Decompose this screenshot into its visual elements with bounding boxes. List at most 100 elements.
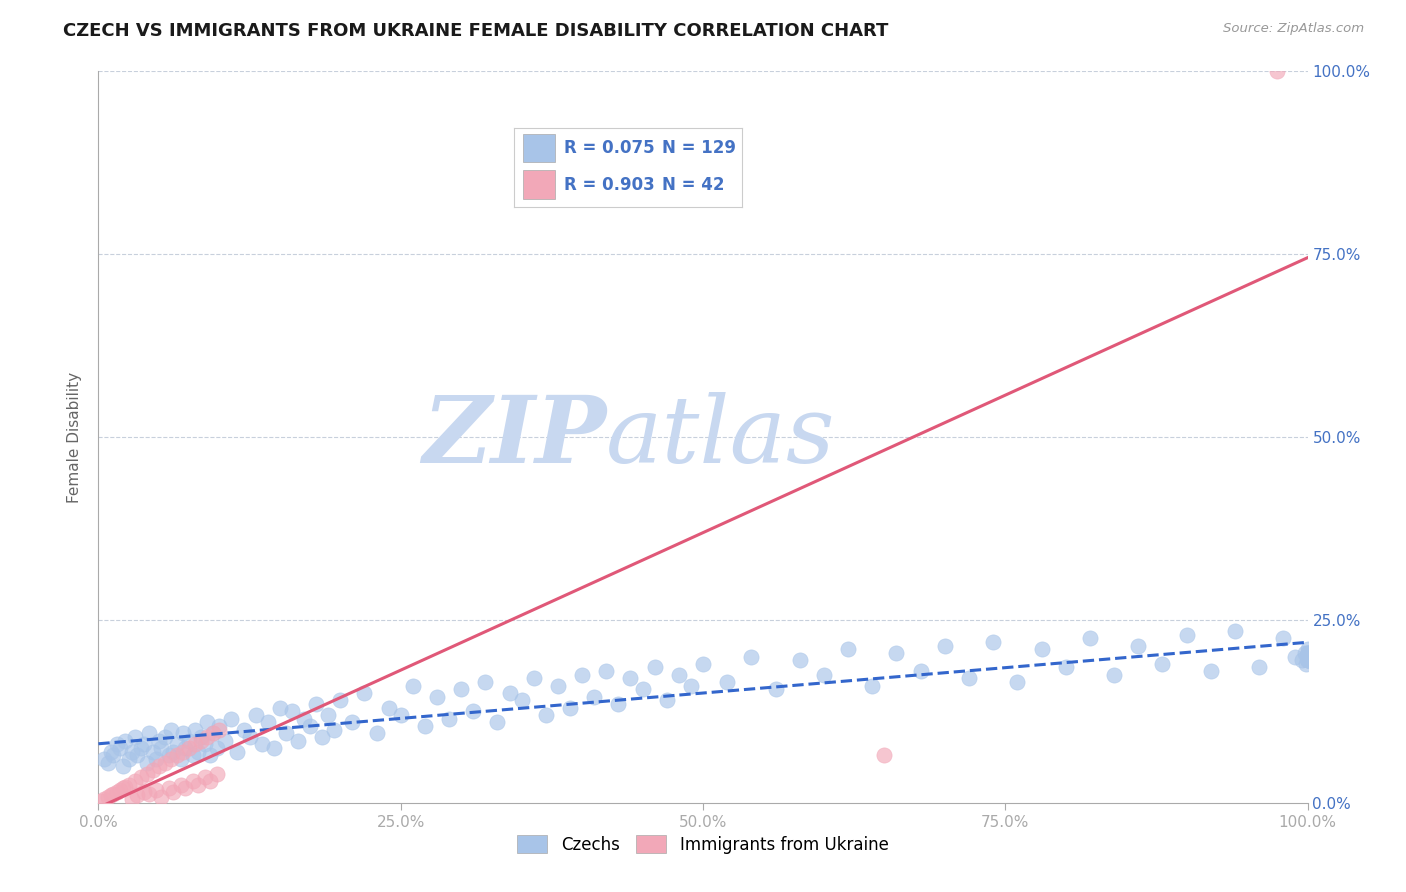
- Point: [174, 781, 197, 796]
- Point: [138, 787, 160, 801]
- Point: [1296, 646, 1319, 660]
- Point: [181, 773, 204, 788]
- Point: [837, 642, 859, 657]
- Point: [558, 700, 581, 714]
- Point: [166, 737, 188, 751]
- Point: [281, 705, 304, 719]
- Point: [179, 740, 201, 755]
- Point: [214, 733, 236, 747]
- Point: [150, 789, 173, 804]
- Point: [153, 730, 176, 744]
- Point: [101, 748, 124, 763]
- Point: [329, 693, 352, 707]
- Point: [205, 740, 228, 755]
- Point: [510, 693, 533, 707]
- Point: [93, 792, 115, 806]
- Point: [202, 726, 225, 740]
- Point: [179, 733, 201, 747]
- Point: [174, 740, 197, 755]
- Point: [1296, 653, 1319, 667]
- Point: [195, 715, 218, 730]
- Point: [474, 675, 496, 690]
- Point: [981, 635, 1004, 649]
- Point: [194, 737, 217, 751]
- Point: [413, 719, 436, 733]
- Point: [426, 690, 449, 704]
- Point: [100, 745, 122, 759]
- Point: [316, 708, 339, 723]
- Point: [450, 682, 472, 697]
- Point: [160, 752, 183, 766]
- Point: [1294, 646, 1316, 660]
- Point: [644, 660, 666, 674]
- Point: [118, 778, 141, 792]
- Point: [619, 672, 641, 686]
- Point: [1296, 649, 1319, 664]
- Point: [1296, 646, 1319, 660]
- Point: [187, 778, 209, 792]
- Point: [957, 672, 980, 686]
- Point: [114, 780, 136, 794]
- Text: R = 0.903: R = 0.903: [564, 176, 655, 194]
- Point: [129, 740, 152, 755]
- Point: [305, 697, 328, 711]
- Point: [142, 763, 165, 777]
- Point: [190, 733, 212, 747]
- Point: [127, 748, 149, 763]
- FancyBboxPatch shape: [523, 170, 555, 199]
- Point: [1291, 653, 1313, 667]
- Point: [813, 667, 835, 681]
- Point: [114, 733, 136, 747]
- Point: [226, 745, 249, 759]
- Point: [463, 705, 485, 719]
- Point: [274, 726, 297, 740]
- Point: [323, 723, 346, 737]
- Point: [886, 646, 908, 660]
- Point: [1272, 632, 1295, 646]
- Point: [402, 679, 425, 693]
- Point: [108, 740, 131, 755]
- Point: [138, 726, 160, 740]
- Point: [299, 719, 322, 733]
- Point: [263, 740, 285, 755]
- Point: [523, 672, 546, 686]
- Point: [118, 752, 141, 766]
- Point: [160, 723, 183, 737]
- Text: R = 0.075: R = 0.075: [564, 139, 655, 157]
- Point: [910, 664, 932, 678]
- Point: [157, 781, 180, 796]
- Point: [1284, 649, 1306, 664]
- Point: [1007, 675, 1029, 690]
- Point: [93, 752, 115, 766]
- Point: [1296, 649, 1319, 664]
- Point: [187, 745, 209, 759]
- Point: [135, 766, 157, 780]
- Point: [142, 745, 165, 759]
- Y-axis label: Female Disability: Female Disability: [67, 371, 83, 503]
- Point: [486, 715, 509, 730]
- Point: [129, 770, 152, 784]
- Point: [150, 740, 173, 755]
- Point: [534, 708, 557, 723]
- Point: [205, 766, 228, 780]
- Point: [1175, 627, 1198, 641]
- Point: [789, 653, 811, 667]
- Point: [135, 756, 157, 770]
- Point: [148, 759, 170, 773]
- Point: [1199, 664, 1222, 678]
- Point: [100, 789, 122, 803]
- Point: [121, 745, 143, 759]
- Point: [668, 667, 690, 681]
- Point: [134, 785, 156, 799]
- Point: [1296, 653, 1319, 667]
- Point: [366, 726, 388, 740]
- Text: CZECH VS IMMIGRANTS FROM UKRAINE FEMALE DISABILITY CORRELATION CHART: CZECH VS IMMIGRANTS FROM UKRAINE FEMALE …: [63, 22, 889, 40]
- Point: [679, 679, 702, 693]
- Point: [1249, 660, 1271, 674]
- Point: [342, 715, 364, 730]
- Point: [124, 730, 146, 744]
- FancyBboxPatch shape: [523, 134, 555, 162]
- Point: [1296, 653, 1319, 667]
- Point: [124, 773, 146, 788]
- Point: [221, 712, 243, 726]
